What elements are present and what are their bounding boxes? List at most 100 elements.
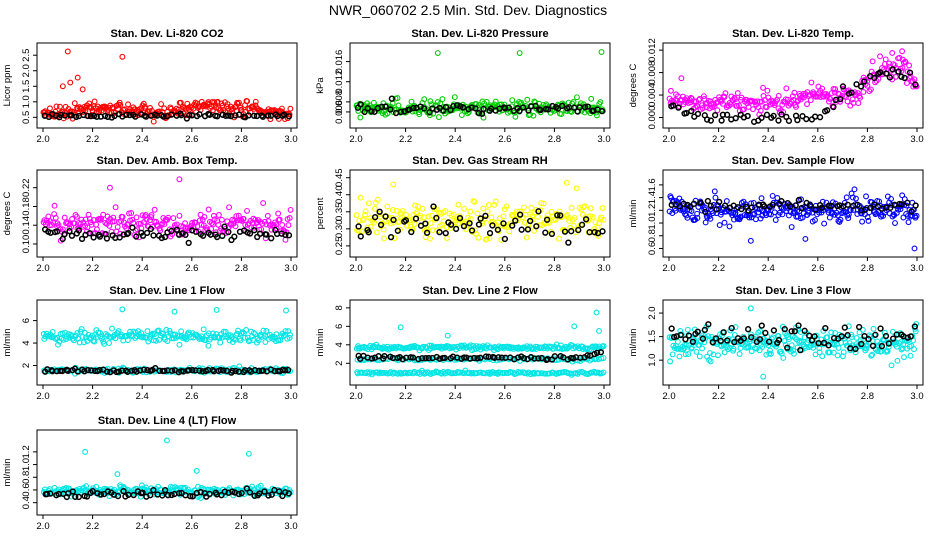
data-point-outlier bbox=[171, 308, 178, 315]
y-tick-label: 0.30 bbox=[334, 220, 345, 239]
data-point bbox=[161, 233, 169, 241]
data-point bbox=[716, 222, 723, 229]
data-point bbox=[420, 369, 427, 376]
data-point bbox=[377, 221, 385, 229]
data-point bbox=[460, 354, 468, 361]
data-point bbox=[106, 222, 113, 229]
data-point bbox=[535, 213, 541, 220]
data-point bbox=[365, 200, 372, 207]
x-tick-label: 3.0 bbox=[910, 263, 923, 274]
data-point bbox=[415, 355, 422, 363]
x-tick-label: 2.4 bbox=[449, 263, 462, 274]
y-tick-label: 1.0 bbox=[21, 458, 32, 471]
data-point bbox=[795, 322, 802, 329]
data-point bbox=[444, 235, 451, 242]
data-point bbox=[376, 208, 383, 215]
data-point bbox=[904, 213, 911, 219]
data-point bbox=[799, 113, 806, 120]
data-point bbox=[911, 346, 917, 353]
data-point bbox=[214, 113, 221, 120]
x-tick-label: 2.0 bbox=[349, 391, 362, 402]
data-point bbox=[684, 326, 691, 333]
data-point bbox=[694, 110, 702, 118]
data-point bbox=[756, 336, 764, 343]
data-point bbox=[423, 229, 431, 236]
data-point bbox=[78, 326, 85, 332]
data-point bbox=[505, 104, 512, 111]
data-point bbox=[757, 215, 764, 222]
data-point bbox=[581, 203, 588, 210]
x-tick-label: 3.0 bbox=[597, 134, 610, 145]
data-point bbox=[857, 83, 865, 90]
x-tick-label: 2.8 bbox=[235, 521, 248, 532]
data-point bbox=[357, 233, 364, 240]
data-point bbox=[86, 100, 93, 107]
data-point bbox=[93, 113, 100, 120]
data-point bbox=[166, 327, 173, 334]
data-point bbox=[205, 330, 212, 337]
data-point bbox=[235, 490, 242, 498]
data-point bbox=[467, 208, 474, 215]
data-point bbox=[565, 239, 572, 246]
plot-frame bbox=[349, 299, 611, 386]
data-point bbox=[232, 223, 239, 230]
data-point bbox=[824, 107, 831, 114]
series-sample bbox=[40, 176, 294, 244]
data-point bbox=[357, 194, 364, 201]
data-point bbox=[362, 208, 369, 215]
data-point bbox=[670, 102, 677, 109]
data-point bbox=[875, 209, 882, 216]
data-point bbox=[90, 234, 97, 241]
data-point bbox=[851, 186, 858, 193]
chart-panel-line1: Stan. Dev. Line 1 Flow ml/min 2.0 2.2 2.4 2.6… bbox=[2, 285, 298, 402]
data-point bbox=[861, 78, 868, 85]
data-point bbox=[912, 81, 919, 88]
data-point-outlier bbox=[74, 74, 81, 81]
data-point bbox=[217, 339, 224, 346]
data-point bbox=[114, 492, 122, 500]
data-point bbox=[86, 230, 93, 237]
data-point bbox=[489, 222, 496, 229]
data-point bbox=[471, 198, 478, 205]
data-point bbox=[803, 115, 810, 123]
data-point bbox=[395, 102, 402, 109]
data-point bbox=[837, 216, 844, 223]
data-point bbox=[873, 210, 880, 217]
data-point-outlier bbox=[516, 50, 523, 56]
data-point bbox=[458, 112, 465, 119]
data-point bbox=[116, 234, 123, 241]
data-point bbox=[123, 111, 130, 118]
data-point bbox=[451, 94, 458, 101]
data-point bbox=[455, 201, 462, 208]
data-point bbox=[798, 204, 805, 212]
y-tick-label: 6 bbox=[334, 324, 345, 329]
data-point bbox=[475, 110, 483, 117]
data-point bbox=[208, 220, 215, 227]
y-tick-label: 0.4 bbox=[21, 496, 32, 509]
data-point bbox=[707, 117, 715, 124]
x-tick-label: 2.6 bbox=[498, 134, 511, 145]
data-point bbox=[282, 236, 289, 243]
data-point bbox=[811, 113, 819, 120]
y-axis-label: ml/min bbox=[628, 200, 639, 228]
data-point bbox=[852, 345, 859, 353]
data-point bbox=[726, 223, 733, 230]
data-point bbox=[587, 205, 594, 212]
data-point bbox=[373, 229, 380, 236]
data-point bbox=[906, 69, 914, 76]
data-point bbox=[195, 483, 201, 490]
x-tick-label: 2.6 bbox=[185, 521, 198, 532]
data-point-outlier bbox=[119, 306, 126, 313]
data-point bbox=[103, 368, 111, 375]
data-point bbox=[417, 212, 424, 219]
data-point bbox=[500, 220, 507, 227]
plot-frame bbox=[662, 299, 924, 386]
data-point bbox=[231, 104, 238, 111]
data-point bbox=[891, 201, 898, 208]
data-point bbox=[788, 328, 795, 335]
data-point bbox=[872, 331, 879, 338]
data-point bbox=[86, 215, 93, 222]
data-point bbox=[436, 229, 443, 236]
data-point bbox=[895, 68, 902, 75]
data-point bbox=[745, 103, 752, 110]
